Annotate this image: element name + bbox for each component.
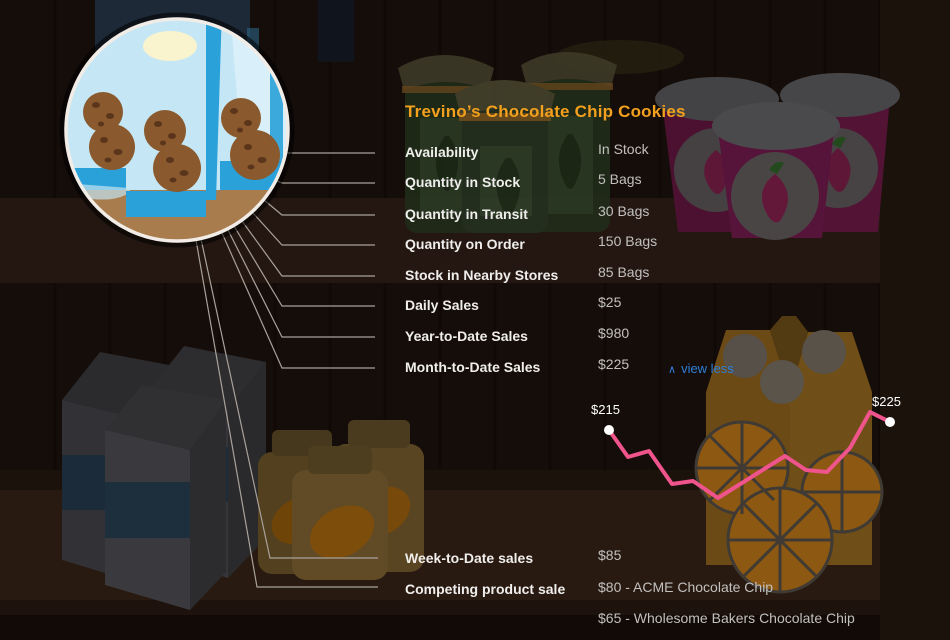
cookies-illustration	[83, 92, 280, 192]
spec-label-mtd-sales: Month-to-Date Sales	[405, 359, 541, 375]
spec-value-mtd-sales: $225	[598, 356, 630, 372]
magnifier-circle	[59, 12, 295, 248]
spec-label-competing-product: Competing product sale	[405, 581, 566, 597]
sparkline-start-dot	[604, 425, 614, 435]
orange-juice-cartons	[694, 316, 884, 594]
magnifier-ring	[64, 17, 290, 243]
spec-label-stock-nearby: Stock in Nearby Stores	[405, 267, 559, 283]
callout-line-quantity-in-transit	[263, 199, 375, 216]
spec-label-quantity-on-order: Quantity on Order	[405, 236, 525, 252]
spec-label-ytd-sales: Year-to-Date Sales	[405, 328, 528, 344]
bag-edge-stripe	[206, 20, 222, 200]
spec-value-daily-sales: $25	[598, 294, 622, 310]
spec-label-availability: Availability	[405, 144, 479, 160]
sparkline-end-label: $225	[872, 394, 901, 409]
floor-band	[0, 615, 950, 640]
sparkline-start-label: $215	[591, 402, 620, 417]
callout-line-stock-nearby	[241, 220, 375, 277]
view-less-label: view less	[681, 361, 734, 376]
spec-value-quantity-on-order: 150 Bags	[598, 233, 658, 249]
callout-line-ytd-sales	[227, 229, 375, 338]
right-wall-column	[880, 0, 950, 640]
lower-shelf-shadow	[0, 600, 950, 615]
spec-value-stock-nearby: 85 Bags	[598, 264, 650, 280]
callout-line-mtd-sales	[221, 232, 375, 369]
callout-line-daily-sales	[233, 225, 375, 307]
view-less-link[interactable]: ∧ view less	[668, 361, 734, 376]
callout-lines	[195, 152, 378, 588]
spec-label-quantity-in-transit: Quantity in Transit	[405, 206, 528, 222]
callout-line-wtd-sales	[200, 238, 378, 559]
milk-cartons	[62, 346, 266, 610]
product-title: Trevino’s Chocolate Chip Cookies	[405, 102, 686, 121]
spec-value-quantity-in-transit: 30 Bags	[598, 203, 650, 219]
spec-label-wtd-sales: Week-to-Date sales	[405, 550, 534, 566]
sparkline-end-dot	[885, 417, 895, 427]
spec-label-quantity-in-stock: Quantity in Stock	[405, 174, 521, 190]
callout-line-competing	[195, 239, 378, 588]
spec-value-availability: In Stock	[598, 141, 649, 157]
spec-label-daily-sales: Daily Sales	[405, 297, 479, 313]
light-reflection	[143, 31, 197, 61]
spec-value-competing-2: $65 - Wholesome Bakers Chocolate Chip	[598, 610, 855, 626]
pear-preserve-jars	[398, 52, 617, 233]
sparkline-path	[607, 410, 892, 500]
mtd-sales-sparkline	[604, 410, 895, 500]
caret-up-icon: ∧	[668, 364, 677, 376]
callout-line-quantity-on-order	[252, 212, 375, 246]
honey-jars	[258, 420, 424, 580]
spec-value-competing-1: $80 - ACME Chocolate Chip	[598, 579, 774, 595]
spec-value-ytd-sales: $980	[598, 325, 630, 341]
strawberry-yogurt-cups	[655, 73, 900, 240]
magnified-cookie-shelf	[67, 20, 287, 240]
spec-value-quantity-in-stock: 5 Bags	[598, 171, 642, 187]
spec-value-wtd-sales: $85	[598, 547, 622, 563]
